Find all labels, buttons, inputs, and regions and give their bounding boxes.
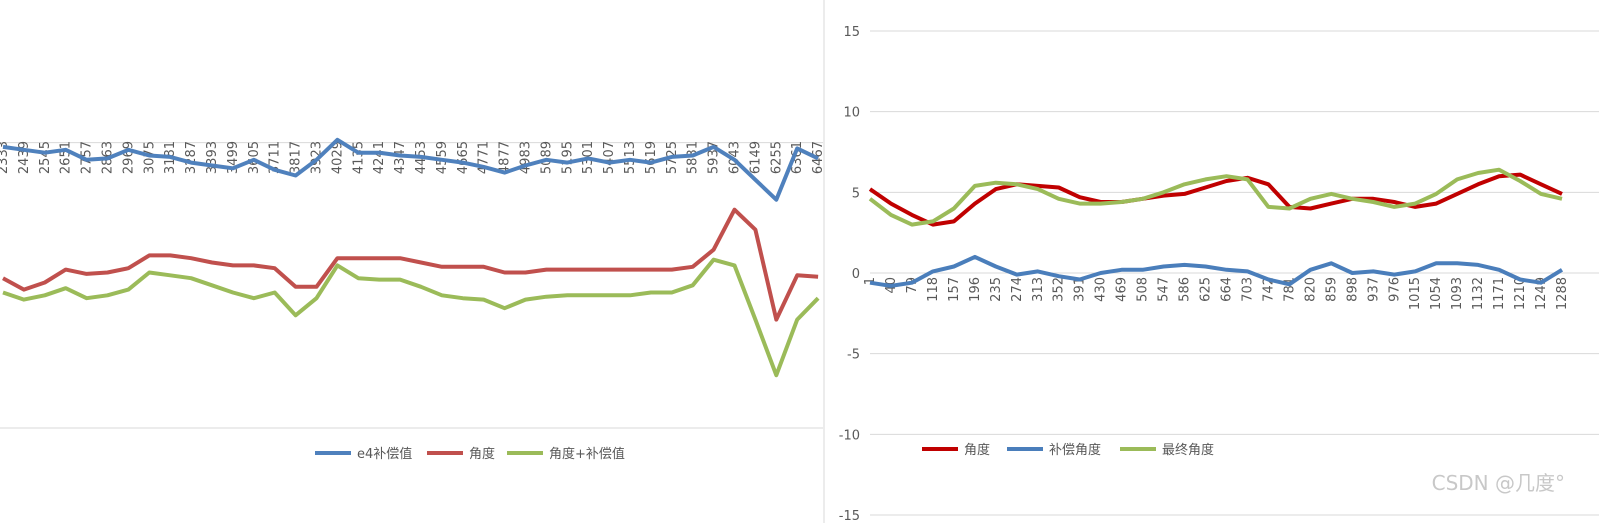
y-tick-label: -15 [839, 509, 860, 523]
x-tick-label: 703 [1240, 277, 1255, 302]
y-tick-label: 5 [852, 186, 860, 201]
x-tick-label: 2545 [38, 141, 53, 174]
x-tick-label: 5513 [623, 141, 638, 174]
series-line [868, 167, 1563, 227]
x-tick-label: 3287 [184, 141, 199, 174]
x-tick-label: 2651 [59, 141, 74, 174]
x-tick-label: 5407 [602, 141, 617, 174]
x-tick-label: 508 [1136, 277, 1151, 302]
legend-label: 补偿角度 [1049, 442, 1101, 458]
x-tick-label: 430 [1094, 277, 1109, 302]
x-tick-label: 235 [989, 277, 1004, 302]
y-tick-label: 0 [852, 267, 860, 282]
x-tick-label: 157 [947, 277, 962, 302]
x-tick-label: 391 [1073, 277, 1088, 302]
x-tick-label: 274 [1010, 277, 1025, 302]
x-tick-label: 196 [968, 277, 983, 302]
x-tick-label: 3075 [142, 141, 157, 174]
x-tick-label: 5619 [644, 141, 659, 174]
series-line [2, 207, 819, 322]
x-tick-label: 3817 [289, 141, 304, 174]
x-tick-label: 1132 [1471, 277, 1486, 310]
y-tick-label: -10 [839, 428, 860, 443]
x-tick-label: 1054 [1429, 277, 1444, 310]
x-tick-label: 6149 [748, 141, 763, 174]
x-tick-label: 313 [1031, 277, 1046, 302]
y-tick-label: 10 [843, 106, 860, 121]
series-line [869, 254, 1564, 288]
x-tick-label: 469 [1115, 277, 1130, 302]
legend-label: 角度+补偿值 [549, 446, 625, 462]
series-line [868, 172, 1563, 227]
series-line [2, 257, 820, 378]
x-tick-label: 547 [1157, 277, 1172, 302]
x-tick-label: 352 [1052, 277, 1067, 302]
x-tick-label: 4347 [393, 141, 408, 174]
watermark: CSDN @几度° [1432, 471, 1565, 495]
x-tick-label: 1015 [1408, 277, 1423, 310]
y-tick-label: -5 [847, 348, 860, 363]
x-tick-label: 2969 [121, 141, 136, 174]
x-tick-label: 664 [1219, 277, 1234, 302]
x-tick-label: 2439 [17, 141, 32, 174]
legend-label: 最终角度 [1162, 442, 1214, 458]
x-tick-label: 118 [926, 277, 941, 302]
x-tick-label: 4135 [351, 141, 366, 174]
x-tick-label: 3711 [268, 141, 283, 174]
x-tick-label: 1210 [1513, 277, 1528, 310]
x-tick-label: 859 [1324, 277, 1339, 302]
x-tick-label: 5195 [560, 141, 575, 174]
x-tick-label: 625 [1199, 277, 1214, 302]
x-tick-label: 5089 [539, 141, 554, 174]
x-tick-label: 586 [1178, 277, 1193, 302]
y-tick-label: 15 [843, 25, 860, 40]
x-tick-label: 2757 [80, 141, 95, 174]
x-tick-label: 898 [1345, 277, 1360, 302]
x-tick-label: 4029 [330, 141, 345, 174]
x-tick-label: 4559 [435, 141, 450, 174]
x-tick-label: 2333 [0, 141, 11, 174]
x-tick-label: 1093 [1450, 277, 1465, 310]
x-tick-label: 820 [1303, 277, 1318, 302]
x-tick-label: 1249 [1534, 277, 1549, 310]
x-tick-label: 6467 [811, 141, 826, 174]
x-tick-label: 6255 [769, 141, 784, 174]
x-tick-label: 4665 [456, 141, 471, 174]
x-tick-label: 3393 [205, 141, 220, 174]
x-tick-label: 976 [1387, 277, 1402, 302]
x-tick-label: 1171 [1492, 277, 1507, 310]
series-line [2, 137, 819, 202]
x-tick-label: 742 [1261, 277, 1276, 302]
legend-label: 角度 [964, 442, 990, 458]
x-tick-label: 937 [1366, 277, 1381, 302]
x-tick-label: 4877 [498, 141, 513, 174]
x-tick-label: 1288 [1555, 277, 1570, 310]
legend-label: 角度 [469, 446, 495, 462]
legend-label: e4补偿值 [357, 446, 412, 462]
x-tick-label: 4241 [372, 141, 387, 174]
x-tick-label: 3605 [247, 141, 262, 174]
x-tick-label: 5831 [686, 141, 701, 174]
